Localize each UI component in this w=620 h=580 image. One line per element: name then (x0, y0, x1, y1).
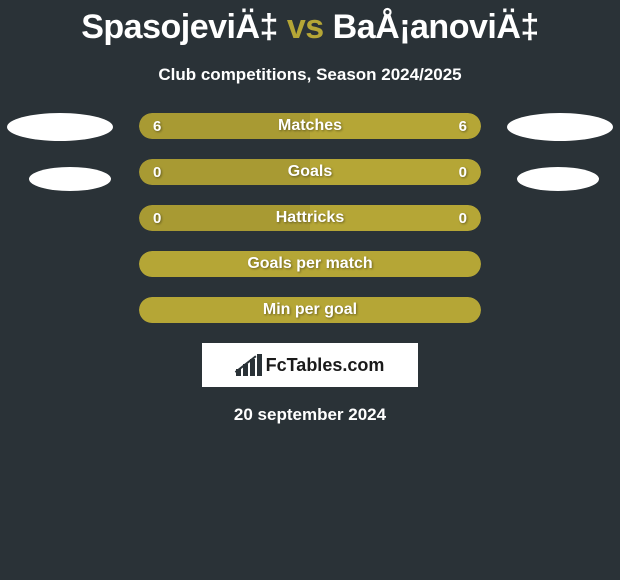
fctables-text: FcTables.com (266, 355, 385, 376)
player1-avatar-placeholder (7, 113, 113, 141)
vs-text: vs (287, 8, 324, 46)
stat-label: Min per goal (139, 301, 481, 319)
player1-logo-placeholder (29, 167, 111, 191)
stat-bar-min-per-goal: Min per goal (139, 297, 481, 323)
stat-bar-hattricks: 00Hattricks (139, 205, 481, 231)
fctables-chart-icon (236, 354, 262, 376)
source-logo: FcTables.com (202, 343, 418, 387)
date-text: 20 september 2024 (0, 405, 620, 425)
player2-avatar-placeholder (507, 113, 613, 141)
stat-label: Matches (139, 117, 481, 135)
comparison-content: 66Matches 00Goals 00Hattricks Goals per mat… (0, 113, 620, 425)
stat-label: Hattricks (139, 209, 481, 227)
player1-name: SpasojeviÄ‡ (81, 8, 278, 46)
page-title: SpasojeviÄ‡ vs BaÅ¡anoviÄ‡ (0, 0, 620, 47)
player2-name: BaÅ¡anoviÄ‡ (333, 8, 539, 46)
subtitle: Club competitions, Season 2024/2025 (0, 65, 620, 85)
stat-bar-goals-per-match: Goals per match (139, 251, 481, 277)
comparison-bars: 66Matches 00Goals 00Hattricks Goals per mat… (139, 113, 481, 323)
stat-label: Goals per match (139, 255, 481, 273)
player2-logo-placeholder (517, 167, 599, 191)
stat-bar-matches: 66Matches (139, 113, 481, 139)
stat-bar-goals: 00Goals (139, 159, 481, 185)
stat-label: Goals (139, 163, 481, 181)
